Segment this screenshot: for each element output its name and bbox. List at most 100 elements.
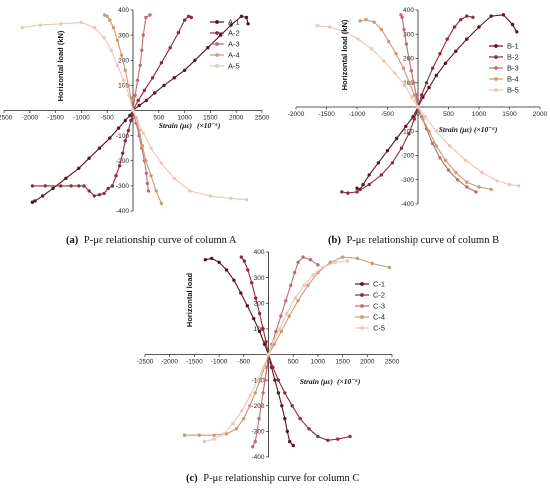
data-point <box>253 391 257 395</box>
x-axis-title-c: Strain (με) <box>300 377 334 386</box>
x-tick-label: -500 <box>101 115 114 122</box>
x-axis-title-a: Strain (με) <box>159 121 193 130</box>
y-tick-label: 100 <box>118 83 129 90</box>
data-point <box>248 404 252 408</box>
data-point <box>356 37 360 41</box>
y-tick-label: -200 <box>251 403 264 410</box>
x-tick-label: 1000 <box>472 111 487 118</box>
legend-label: A-5 <box>228 62 240 71</box>
data-point <box>412 81 416 85</box>
data-point <box>316 263 320 267</box>
data-point <box>137 128 141 133</box>
data-point <box>41 194 45 198</box>
legend-label: A-2 <box>228 29 240 38</box>
x-tick-label: -1000 <box>349 111 366 118</box>
data-point <box>445 37 449 41</box>
legend-marker <box>215 53 219 57</box>
data-point <box>427 129 431 133</box>
data-point <box>394 52 398 56</box>
data-point <box>263 378 267 382</box>
x-axis-unit-b: (×10⁻⁶) <box>474 125 498 134</box>
legend-label: A-1 <box>228 18 240 27</box>
series-line <box>132 110 247 201</box>
data-point <box>33 199 37 203</box>
x-tick-label: 2500 <box>255 115 270 122</box>
x-tick-label: -1000 <box>73 115 90 122</box>
svg-text:(c) P-με relationship cu: (c) P-με relationship curve for column C <box>186 473 359 484</box>
data-point <box>255 378 260 382</box>
data-point <box>172 176 176 180</box>
data-point <box>30 200 35 204</box>
data-point <box>291 443 295 448</box>
data-point <box>404 42 409 46</box>
data-point <box>465 37 469 41</box>
data-point <box>477 25 481 29</box>
data-point <box>110 184 115 188</box>
data-point <box>244 15 249 20</box>
data-point <box>367 182 371 187</box>
data-point <box>217 260 221 264</box>
series-a-1 <box>30 14 250 204</box>
x-tick-label: -1500 <box>186 359 203 366</box>
data-point <box>203 258 207 262</box>
data-point <box>208 194 213 198</box>
data-point <box>240 409 244 413</box>
data-point <box>477 185 481 189</box>
data-point <box>129 118 133 123</box>
legend-label: C-4 <box>373 313 385 322</box>
data-point <box>495 179 499 183</box>
data-point <box>387 265 392 270</box>
y-tick-label: 400 <box>403 7 414 14</box>
data-point <box>515 30 519 34</box>
data-point <box>364 18 368 22</box>
legend-marker <box>215 20 219 24</box>
legend-marker <box>215 64 219 68</box>
data-point <box>402 27 406 32</box>
data-point <box>246 268 250 272</box>
data-point <box>394 136 399 141</box>
legend-marker <box>494 55 498 59</box>
legend-marker <box>494 77 498 81</box>
data-point <box>69 184 73 188</box>
x-tick-label: -2000 <box>288 111 305 118</box>
data-point <box>144 98 149 103</box>
data-point <box>116 126 121 130</box>
data-point <box>454 170 458 175</box>
y-tick-label: 200 <box>118 57 129 64</box>
data-point <box>30 184 35 188</box>
caption-c: (c) P-με relationship curve for column C <box>186 473 359 484</box>
data-point <box>402 83 407 87</box>
x-tick-label: 500 <box>153 115 164 122</box>
data-point <box>463 158 468 162</box>
y-tick-label: -400 <box>251 454 264 461</box>
data-point <box>144 15 148 20</box>
data-point <box>416 105 420 109</box>
data-point <box>412 117 416 121</box>
data-point <box>510 22 515 27</box>
data-point <box>438 52 442 56</box>
data-point <box>410 95 414 100</box>
series-line <box>341 106 419 194</box>
series-line <box>356 106 419 191</box>
data-point <box>379 27 384 32</box>
data-point <box>376 161 381 165</box>
data-point <box>123 139 128 143</box>
data-point <box>253 439 257 444</box>
data-point <box>38 23 42 27</box>
data-point <box>102 35 106 40</box>
data-point <box>87 189 91 193</box>
data-point <box>115 63 120 67</box>
data-point <box>421 117 425 121</box>
legend-marker <box>494 66 498 70</box>
data-point <box>229 23 233 27</box>
data-point <box>277 327 282 331</box>
data-point <box>459 18 463 22</box>
x-tick-label: 2000 <box>360 359 375 366</box>
caption-text-a: P-με relationship curve of column A <box>84 235 237 246</box>
x-tick-label: -2000 <box>161 359 178 366</box>
data-point <box>271 340 276 344</box>
y-tick-label: -300 <box>116 183 129 190</box>
data-point <box>327 25 332 29</box>
legend-marker <box>215 31 219 35</box>
data-point <box>328 260 332 264</box>
